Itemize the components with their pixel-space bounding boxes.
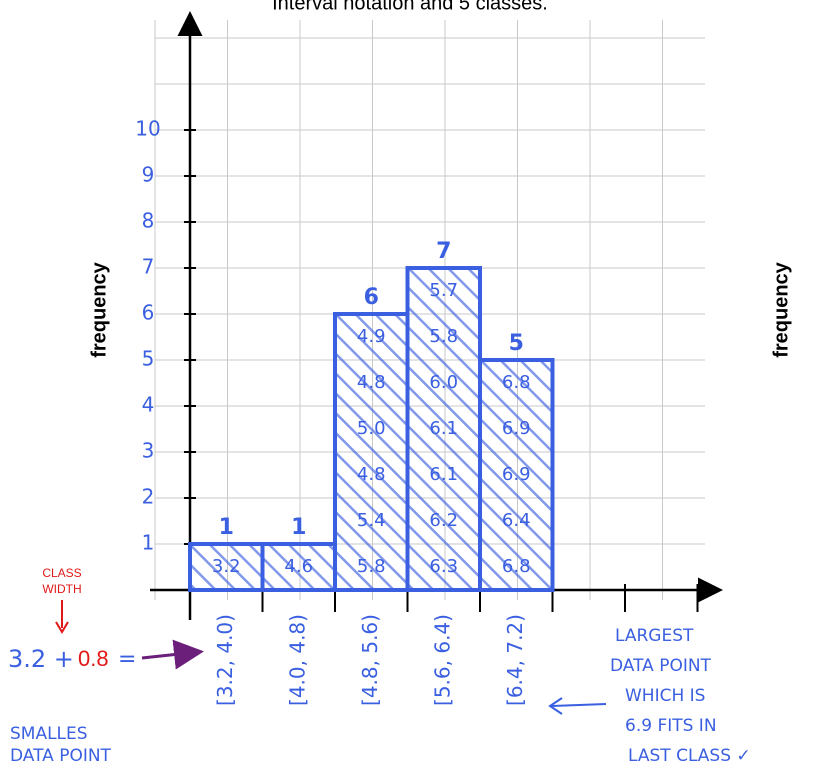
- annotation: =: [118, 647, 136, 672]
- annotation: 3.2 +: [8, 645, 74, 673]
- annotation: WIDTH: [42, 582, 81, 596]
- class-value: 6.0: [429, 372, 458, 393]
- bar-hatch: [192, 544, 261, 590]
- annotation: SMALLES: [10, 724, 88, 744]
- class-value: 5.4: [357, 510, 386, 531]
- y-axis-label: frequency: [88, 261, 110, 357]
- y-tick-label: 4: [142, 393, 155, 417]
- bar-hatch: [264, 544, 333, 590]
- y-tick-label: 9: [142, 163, 155, 187]
- class-value: 5.8: [357, 556, 386, 577]
- x-tick-label: [4.0, 4.8): [285, 614, 309, 706]
- bar-hatch: [337, 314, 406, 590]
- class-value: 3.2: [212, 556, 241, 577]
- arrow: [55, 621, 69, 634]
- annotation: DATA POINT: [610, 656, 712, 676]
- x-tick-label: [3.2, 4.0): [213, 614, 237, 706]
- annotation: DATA POINT: [10, 746, 112, 766]
- bar-hatch: [482, 360, 551, 590]
- bar: [478, 358, 555, 592]
- data-label: 6: [364, 285, 379, 310]
- class-value: 6.3: [429, 556, 458, 577]
- x-tick-label: [5.6, 6.4): [430, 614, 454, 706]
- chart-title: Interval notation and 5 classes.: [272, 0, 548, 14]
- data-label: 1: [219, 515, 234, 540]
- bar-hatch: [409, 268, 478, 590]
- class-value: 6.8: [502, 372, 531, 393]
- y-tick-label: 7: [142, 255, 155, 279]
- data-label: 5: [509, 331, 524, 356]
- arrow: [141, 639, 204, 670]
- class-value: 6.1: [429, 464, 458, 485]
- data-label: 1: [291, 515, 306, 540]
- annotation: CLASS: [42, 566, 81, 580]
- class-value: 5.7: [429, 280, 458, 301]
- y-tick-label: 8: [142, 209, 155, 233]
- class-value: 6.8: [502, 556, 531, 577]
- class-value: 6.4: [502, 510, 531, 531]
- class-value: 4.6: [284, 556, 313, 577]
- class-value: 5.0: [357, 418, 386, 439]
- annotation: LARGEST: [615, 626, 694, 646]
- annotation: WHICH IS: [625, 686, 705, 706]
- x-tick-label: [4.8, 5.6): [358, 614, 382, 706]
- y-axis-label: frequency: [770, 261, 792, 357]
- arrow: [551, 703, 607, 707]
- class-value: 6.2: [429, 510, 458, 531]
- class-value: 6.9: [502, 464, 531, 485]
- annotation: LAST CLASS ✓: [628, 746, 751, 766]
- data-label: 7: [436, 239, 451, 264]
- class-value: 4.9: [357, 326, 386, 347]
- annotation: 0.8: [78, 646, 109, 671]
- y-tick-label: 1: [142, 531, 155, 555]
- y-tick-label: 2: [142, 485, 155, 509]
- y-tick-label: 3: [142, 439, 155, 463]
- y-tick-label: 5: [142, 347, 155, 371]
- class-value: 5.8: [429, 326, 458, 347]
- class-value: 6.9: [502, 418, 531, 439]
- y-tick-label: 10: [135, 117, 160, 141]
- class-value: 4.8: [357, 464, 386, 485]
- arrow: [548, 697, 563, 715]
- class-value: 6.1: [429, 418, 458, 439]
- class-value: 4.8: [357, 372, 386, 393]
- annotation: 6.9 FITS IN: [625, 716, 717, 736]
- y-tick-label: 6: [142, 301, 155, 325]
- x-tick-label: [6.4, 7.2): [503, 614, 527, 706]
